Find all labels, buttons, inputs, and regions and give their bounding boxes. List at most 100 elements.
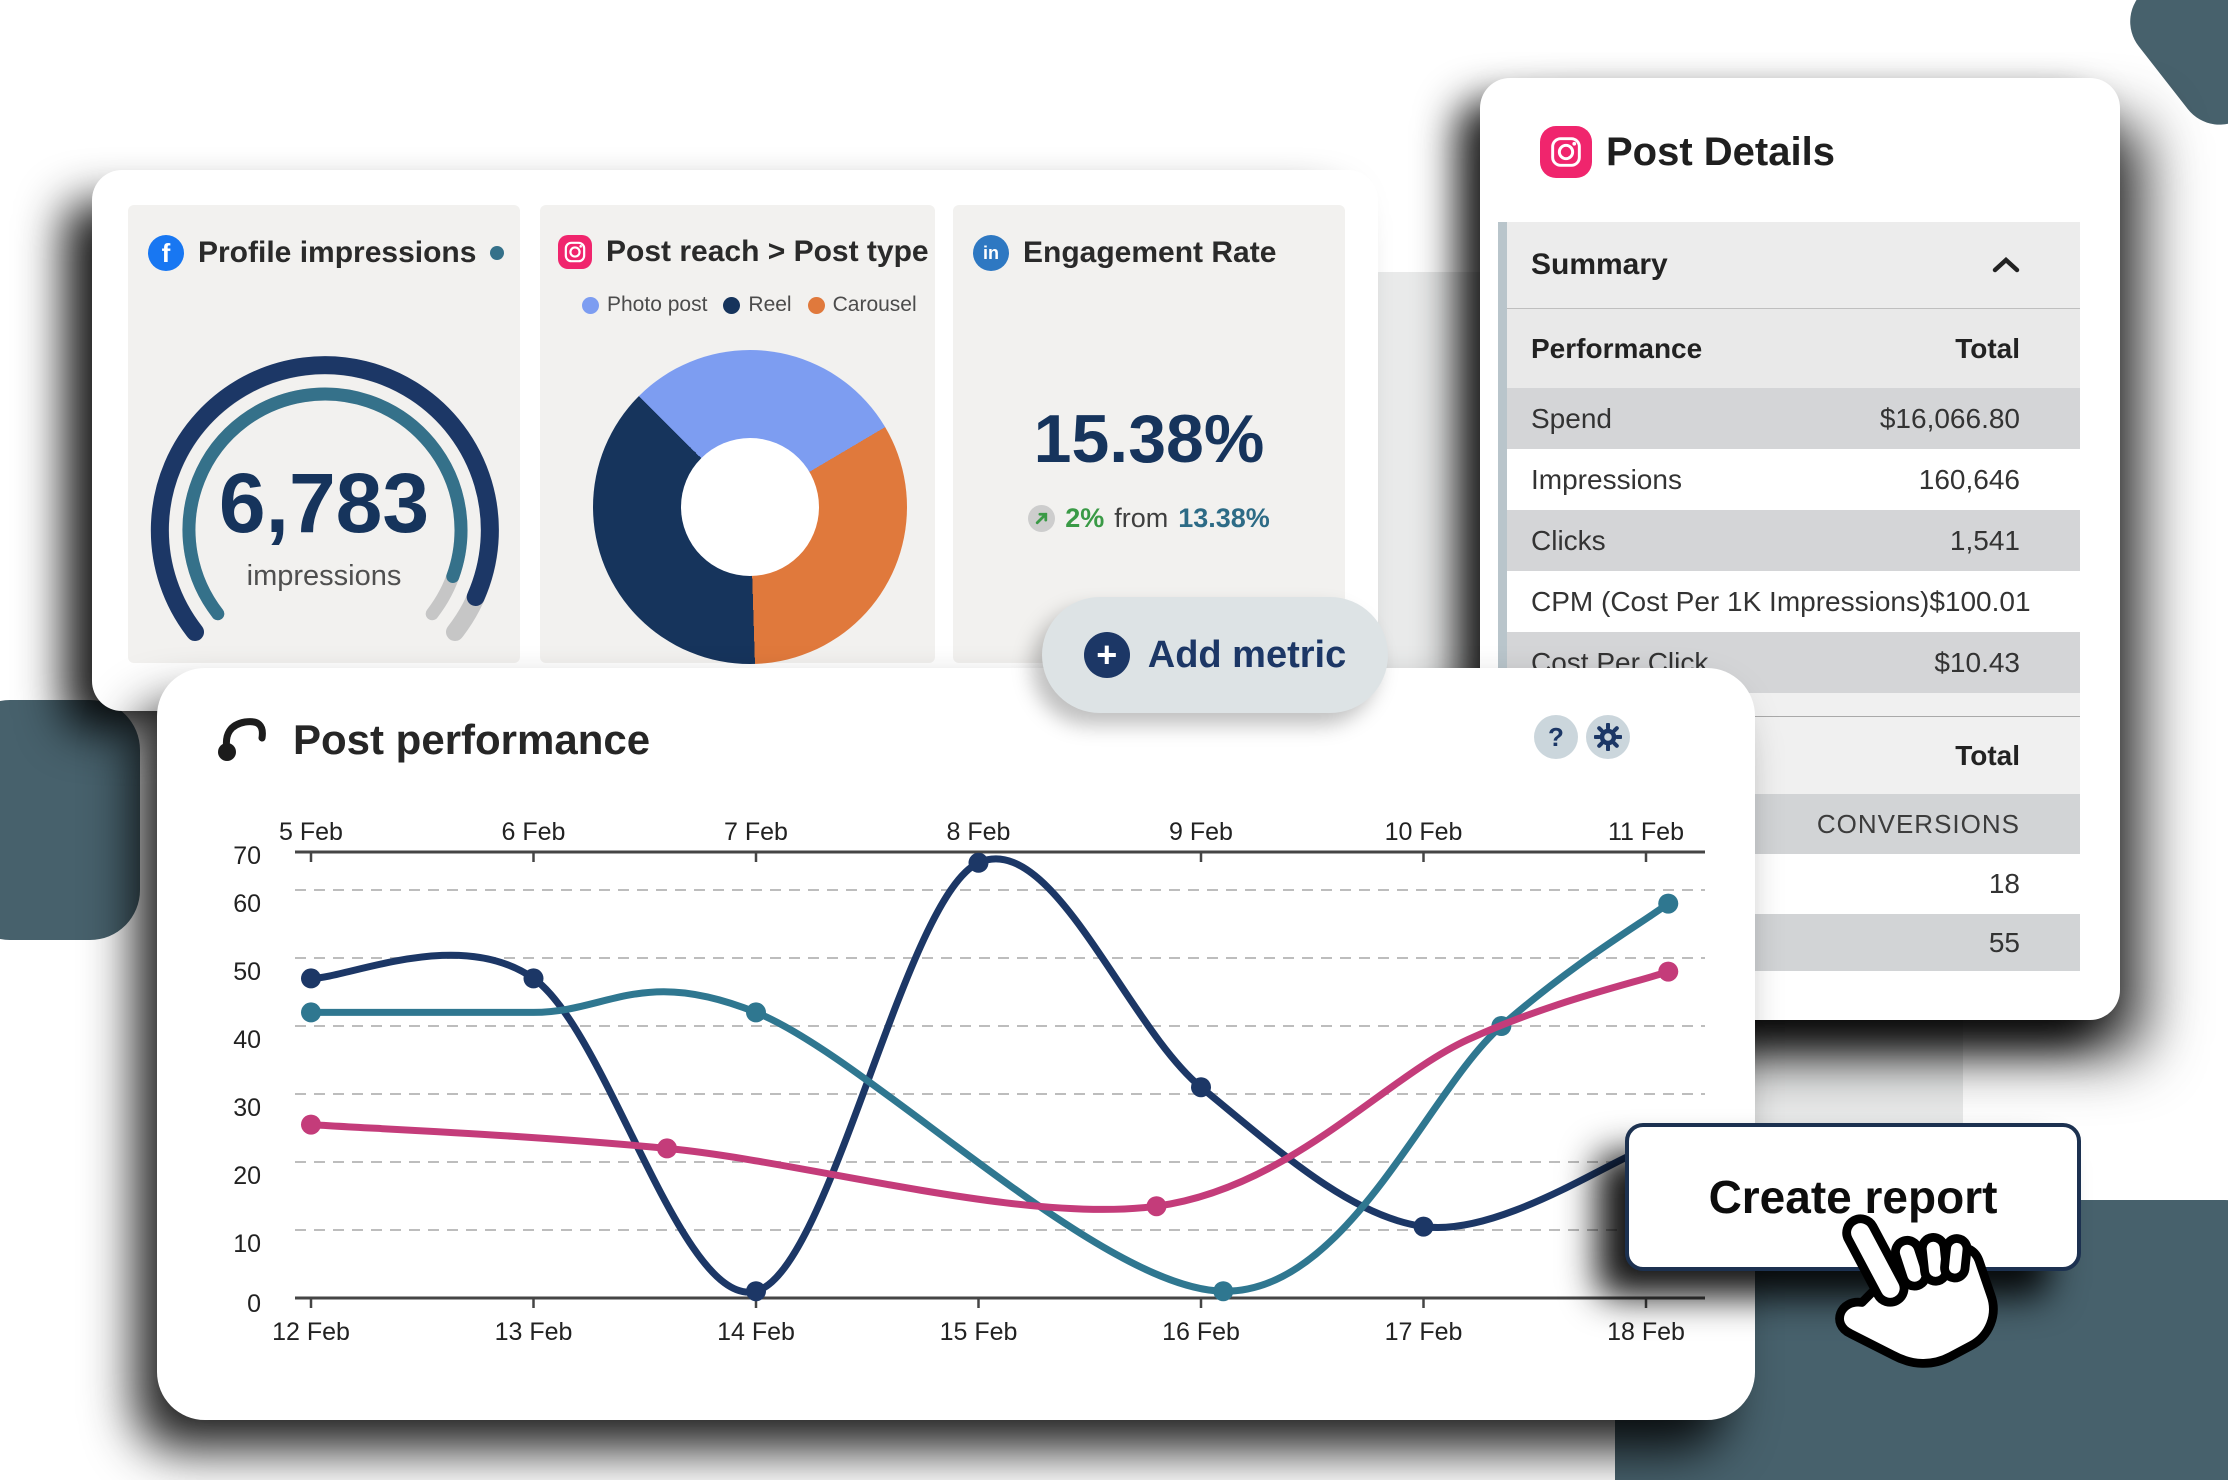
instagram-icon — [558, 235, 592, 269]
performance-header-row: Performance Total — [1507, 309, 2080, 388]
post-performance-chart: 5 Feb 6 Feb 7 Feb 8 Feb 9 Feb 10 Feb 11 Feb 12 … — [233, 818, 1705, 1346]
x-axis-bottom-label: 14 Feb — [717, 1318, 795, 1346]
data-point — [301, 1002, 321, 1023]
series-pink — [307, 968, 1672, 1213]
delta-from-word: from — [1114, 503, 1169, 533]
post-details-card: Post Details Summary Performance Total S… — [1480, 78, 2120, 1020]
summary-header-row[interactable]: Summary — [1507, 222, 2080, 308]
data-point — [1191, 1077, 1211, 1098]
gauge-inner-arc-fill — [182, 387, 468, 621]
x-axis-top-label: 8 Feb — [947, 818, 1011, 846]
row-value: $16,066.80 — [1879, 402, 2020, 434]
x-axis-bottom-label: 13 Feb — [495, 1318, 573, 1346]
impressions-gauge — [150, 356, 499, 641]
col-performance: Performance — [1531, 332, 1703, 364]
x-axis-bottom-label: 12 Feb — [272, 1318, 350, 1346]
hand-finger — [1940, 1234, 1972, 1283]
row-label: Spend — [1531, 402, 1612, 434]
tile-title: Profile impressions — [198, 236, 477, 269]
add-metric-label: Add metric — [1147, 633, 1347, 676]
table-row[interactable]: Impressions 160,646 — [1507, 449, 2080, 510]
tile-title: Engagement Rate — [1023, 236, 1277, 269]
data-point — [301, 968, 321, 989]
data-point — [1658, 893, 1679, 914]
legend-dot-photo-post — [582, 296, 599, 314]
row-value: $10.43 — [1934, 646, 2020, 678]
data-point — [1146, 1196, 1167, 1217]
create-report-label: Create report — [1708, 1171, 1998, 1223]
x-axis-top-label: 9 Feb — [1169, 818, 1233, 846]
impressions-value: 6,783 — [218, 456, 430, 550]
legend-dot-reel — [723, 296, 741, 314]
legend-label: Reel — [748, 293, 792, 316]
previous-value: 13.38% — [1178, 503, 1270, 533]
y-axis-label: 0 — [247, 1290, 261, 1318]
delta-value: 2% — [1065, 503, 1105, 533]
row-label: Impressions — [1531, 463, 1682, 495]
col-total: Total — [1955, 332, 2020, 364]
y-axis-label: 20 — [233, 1162, 261, 1190]
tile-profile-impressions[interactable]: f Profile impressions 6,783 impressions … — [128, 205, 520, 703]
row-label: CONVERSIONS — [1816, 808, 2020, 839]
tile-post-reach[interactable]: Post reach > Post type Photo post Reel C… — [540, 205, 935, 664]
x-axis-top-label: 10 Feb — [1385, 818, 1463, 846]
y-axis-label: 60 — [233, 890, 261, 918]
series-navy — [307, 855, 1650, 1296]
metrics-card: f Profile impressions 6,783 impressions … — [92, 170, 1378, 711]
chevron-up-icon[interactable] — [1992, 257, 2020, 273]
x-axis-top-label: 11 Feb — [1608, 818, 1684, 846]
data-point — [523, 968, 544, 989]
line-chart-icon — [218, 718, 266, 761]
metric-info-dot[interactable] — [490, 246, 505, 260]
row-value: 160,646 — [1918, 463, 2020, 495]
data-point — [1213, 1281, 1234, 1302]
row-label: Clicks — [1531, 524, 1606, 556]
gear-icon — [1594, 723, 1622, 751]
legend-label: Carousel — [832, 293, 917, 316]
x-axis-bottom-label: 16 Feb — [1162, 1318, 1240, 1346]
hand-cursor-icon — [1835, 1214, 1998, 1368]
y-axis-label: 50 — [233, 958, 261, 986]
x-axis-bottom-label: 17 Feb — [1385, 1318, 1463, 1346]
settings-button[interactable] — [1586, 715, 1630, 759]
row-value: $100.01 — [1929, 585, 2031, 617]
linkedin-icon: in — [973, 235, 1009, 271]
y-axis-label: 30 — [233, 1094, 261, 1122]
plus-icon: + — [1083, 632, 1130, 678]
row-label: CPM (Cost Per 1K Impressions) — [1531, 585, 1930, 617]
x-axis-top-label: 6 Feb — [502, 818, 566, 846]
tile-title: Post reach > Post type — [606, 235, 929, 268]
help-button[interactable]: ? — [1534, 715, 1578, 759]
add-metric-button[interactable]: + Add metric — [1042, 597, 1388, 713]
row-value: 18 — [1988, 868, 2020, 899]
data-point — [301, 1114, 321, 1135]
x-axis-top-label: 7 Feb — [724, 818, 788, 846]
table-row[interactable]: Clicks 1,541 — [1507, 510, 2080, 571]
col-total: Total — [1955, 739, 2020, 771]
decor-blob-bottom-left — [0, 700, 140, 940]
donut-hole — [681, 438, 819, 576]
hand-index-finger — [1842, 1214, 1909, 1307]
post-performance-title: Post performance — [293, 716, 651, 763]
x-axis-bottom-label: 18 Feb — [1607, 1318, 1685, 1346]
gauge-outer-arc-fill — [150, 356, 499, 641]
post-details-title: Post Details — [1606, 129, 1835, 174]
y-axis-label: 40 — [233, 1026, 261, 1054]
table-row[interactable]: CPM (Cost Per 1K Impressions) $100.01 — [1507, 571, 2080, 632]
facebook-icon: f — [148, 235, 184, 271]
data-point — [968, 852, 989, 873]
post-performance-card: Post performance ? 5 Feb 6 Feb 7 Feb 8 Feb 9… — [157, 668, 1755, 1420]
summary-label: Summary — [1531, 248, 1668, 281]
series-teal — [307, 900, 1672, 1295]
engagement-value: 15.38% — [1033, 401, 1265, 477]
row-value: 1,541 — [1949, 524, 2020, 556]
table-row[interactable]: Spend $16,066.80 — [1507, 388, 2080, 449]
y-axis-label: 10 — [233, 1230, 261, 1258]
question-mark-icon: ? — [1548, 721, 1564, 752]
divider — [1507, 716, 2080, 717]
tile-engagement-rate[interactable]: in Engagement Rate 15.38% 2% from 13.38% — [953, 205, 1345, 663]
x-axis-top-label: 5 Feb — [279, 818, 343, 846]
data-point — [746, 1002, 766, 1023]
data-point — [746, 1281, 766, 1302]
